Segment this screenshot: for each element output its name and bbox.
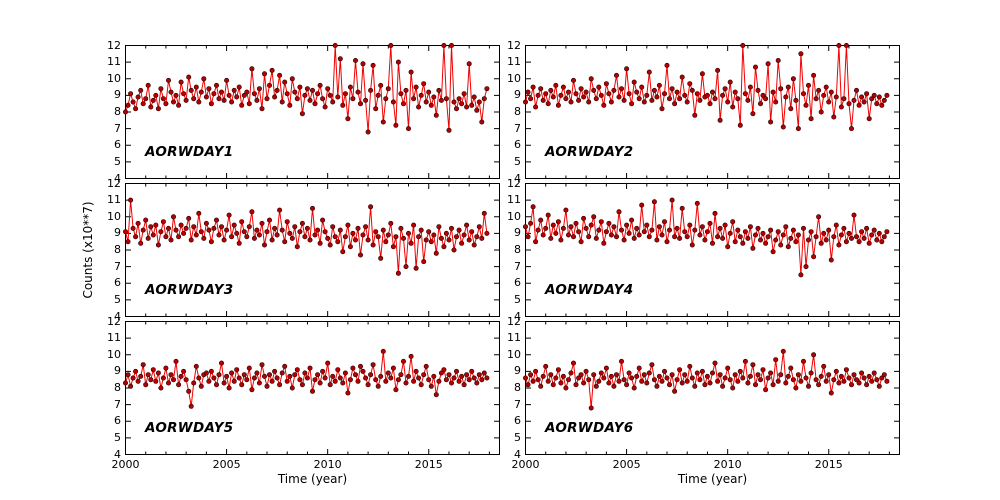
- tick-marks: [525, 183, 900, 317]
- panel-label-aorwday2: AORWDAY2: [545, 144, 634, 160]
- panel-aorwday6: AORWDAY6 4 5 6 7 8 9 10 11 12 2000 2005 2010 2015: [507, 315, 900, 471]
- y-tick-label: 8: [514, 243, 521, 256]
- panel-aorwday2: AORWDAY2 4 5 6 7 8 9 10 11 12: [507, 39, 900, 185]
- y-tick-label: 4: [514, 447, 521, 461]
- y-tick-label: 5: [114, 292, 121, 306]
- panel-aorwday5: AORWDAY5 4 5 6 7 8 9 10 11 12 2000 2005 2010 2015: [107, 315, 500, 471]
- data-points: [522, 348, 890, 411]
- y-tick-label: 5: [114, 430, 121, 444]
- y-tick-label: 10: [507, 347, 521, 361]
- y-tick-label: 9: [114, 364, 121, 378]
- x-tick-label: 2000: [111, 458, 140, 471]
- panel-aorwday4: AORWDAY4 4 5 6 7 8 9 10 11 12: [507, 177, 900, 323]
- chart-aorwday2: [522, 42, 900, 179]
- data-points: [522, 42, 890, 132]
- y-tick-label: 11: [507, 55, 521, 69]
- y-tick-label: 7: [514, 121, 521, 135]
- y-tick-label: 5: [114, 154, 121, 168]
- data-points: [122, 42, 490, 135]
- y-tick-label: 12: [107, 314, 121, 328]
- y-tick-label: 10: [107, 71, 121, 85]
- y-tick-label: 10: [507, 71, 521, 85]
- chart-aorwday3: [122, 183, 500, 317]
- y-tick-label: 11: [107, 55, 121, 69]
- y-tick-label: 6: [514, 138, 521, 152]
- y-tick-label: 7: [514, 397, 521, 411]
- y-tick-label: 6: [514, 276, 521, 290]
- y-tick-label: 10: [507, 209, 521, 223]
- y-tick-label: 4: [514, 171, 521, 185]
- panel-label-aorwday5: AORWDAY5: [145, 420, 234, 436]
- tick-marks: [525, 321, 900, 455]
- y-tick-label: 6: [114, 138, 121, 152]
- data-points: [122, 348, 490, 409]
- x-tick-label: 2010: [313, 458, 342, 471]
- panel-label-aorwday3: AORWDAY3: [145, 282, 234, 298]
- x-tick-label: 2015: [414, 458, 443, 471]
- y-tick-label: 7: [114, 121, 121, 135]
- x-tick-label: 2015: [814, 458, 843, 471]
- data-points: [122, 197, 490, 276]
- y-tick-label: 10: [107, 347, 121, 361]
- tick-marks: [125, 183, 500, 317]
- x-tick-label: 2010: [713, 458, 742, 471]
- y-tick-label: 9: [514, 88, 521, 102]
- y-tick-label: 5: [514, 292, 521, 306]
- y-tick-label: 4: [514, 309, 521, 323]
- x-axis-label-left: Time (year): [277, 472, 348, 486]
- y-tick-label: 10: [107, 209, 121, 223]
- y-tick-label: 8: [114, 105, 121, 118]
- y-tick-label: 9: [514, 364, 521, 378]
- y-axis-label: Counts (x10**7): [81, 201, 95, 299]
- chart-aorwday6: [522, 321, 900, 455]
- panel-aorwday3: AORWDAY3 4 5 6 7 8 9 10 11 12: [107, 177, 500, 323]
- panel-label-aorwday6: AORWDAY6: [545, 420, 634, 436]
- panel-aorwday1: AORWDAY1 4 5 6 7 8 9 10 11 12: [107, 39, 500, 185]
- y-tick-label: 6: [114, 414, 121, 428]
- y-tick-label: 6: [114, 276, 121, 290]
- y-tick-label: 12: [507, 176, 521, 190]
- y-tick-label: 12: [107, 176, 121, 190]
- y-tick-label: 11: [507, 331, 521, 345]
- y-tick-label: 4: [114, 447, 121, 461]
- y-tick-label: 8: [514, 105, 521, 118]
- y-tick-label: 7: [514, 259, 521, 273]
- chart-aorwday4: [522, 183, 900, 317]
- y-tick-label: 12: [107, 38, 121, 52]
- y-tick-label: 12: [507, 314, 521, 328]
- y-tick-label: 8: [114, 381, 121, 394]
- y-tick-label: 5: [514, 430, 521, 444]
- y-tick-label: 7: [114, 259, 121, 273]
- panel-label-aorwday1: AORWDAY1: [145, 144, 234, 160]
- y-tick-label: 11: [107, 331, 121, 345]
- y-tick-label: 9: [114, 88, 121, 102]
- y-tick-label: 4: [114, 171, 121, 185]
- y-tick-label: 8: [514, 381, 521, 394]
- y-tick-label: 9: [514, 226, 521, 240]
- tick-marks: [125, 321, 500, 455]
- y-tick-label: 5: [514, 154, 521, 168]
- tick-marks: [125, 45, 500, 179]
- y-tick-label: 12: [507, 38, 521, 52]
- tick-marks: [525, 45, 900, 179]
- y-tick-label: 11: [107, 193, 121, 207]
- y-tick-label: 9: [114, 226, 121, 240]
- x-axis-label-right: Time (year): [677, 472, 748, 486]
- y-tick-label: 7: [114, 397, 121, 411]
- y-tick-label: 8: [114, 243, 121, 256]
- x-tick-label: 2005: [612, 458, 641, 471]
- chart-aorwday1: [122, 42, 500, 179]
- x-tick-label: 2000: [511, 458, 540, 471]
- chart-aorwday5: [122, 321, 500, 455]
- y-tick-label: 6: [514, 414, 521, 428]
- panel-label-aorwday4: AORWDAY4: [545, 282, 634, 298]
- y-tick-label: 11: [507, 193, 521, 207]
- data-points: [522, 197, 890, 278]
- x-tick-label: 2005: [212, 458, 241, 471]
- y-tick-label: 4: [114, 309, 121, 323]
